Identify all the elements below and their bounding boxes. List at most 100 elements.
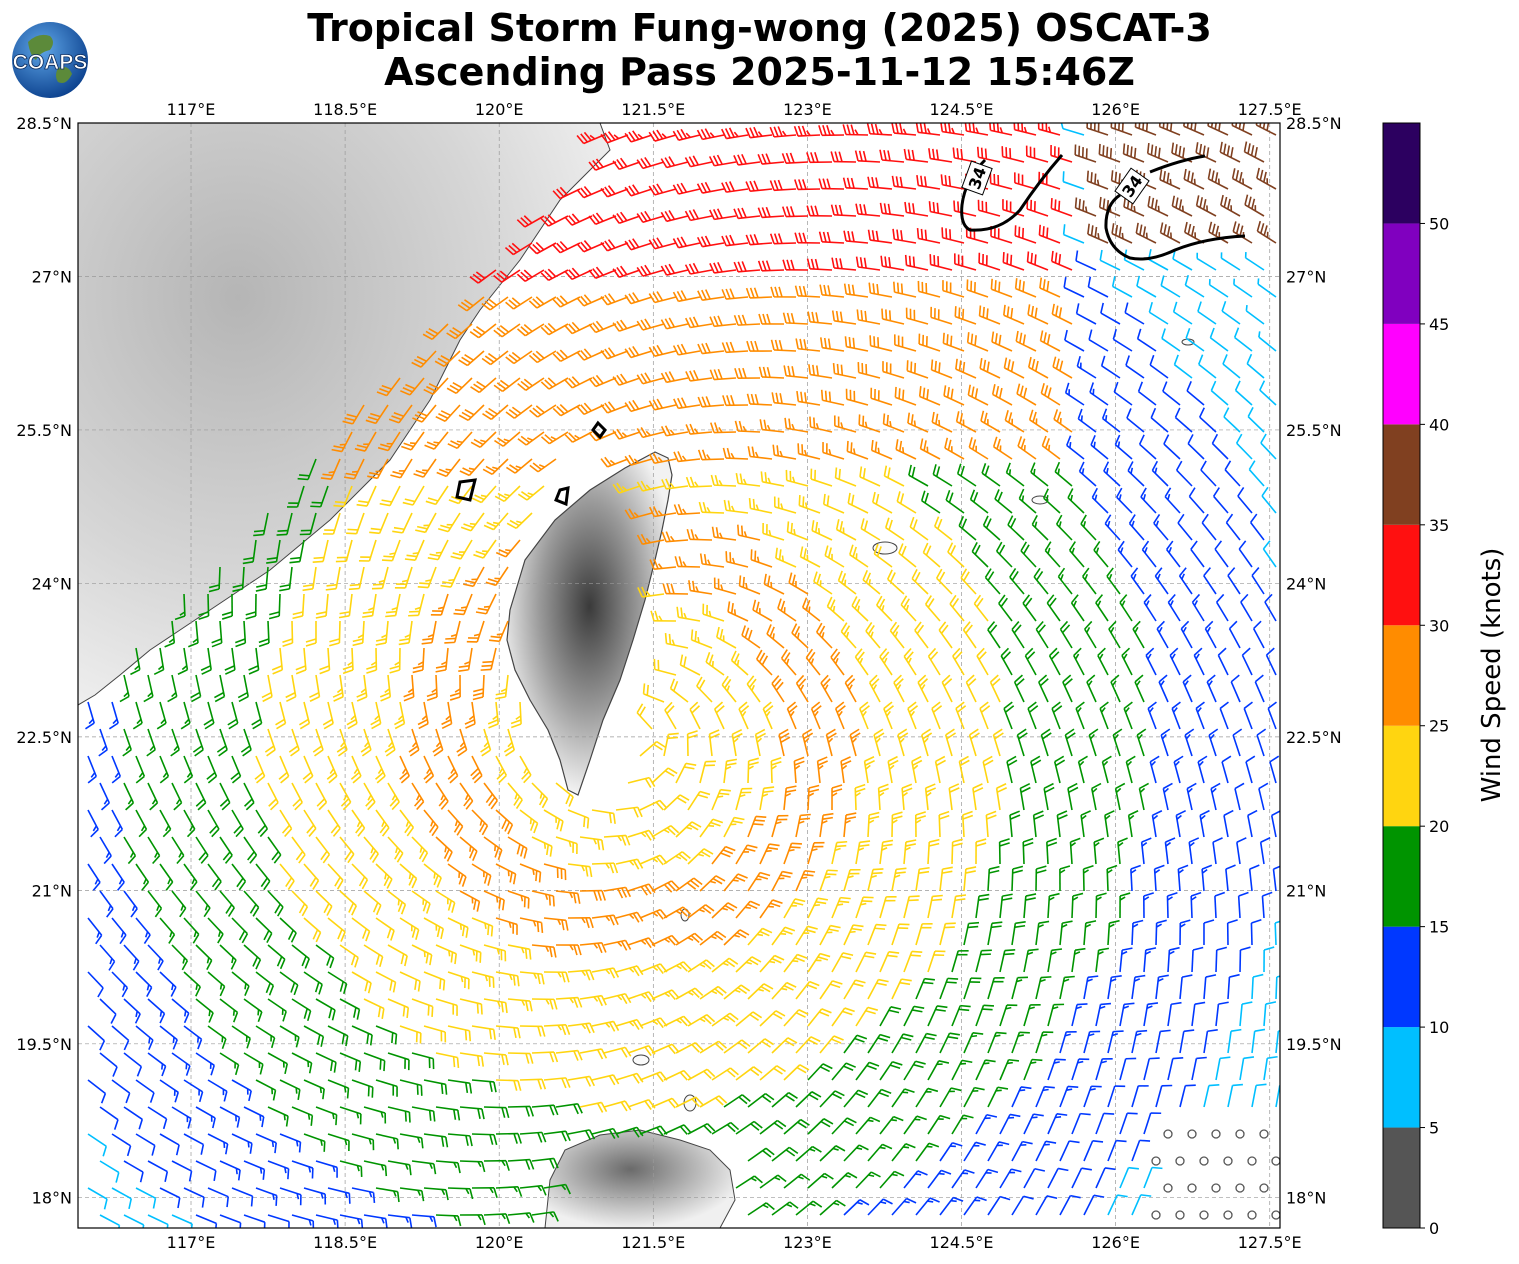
barb-feather [844, 579, 847, 586]
barb-feather [1112, 328, 1117, 340]
barb-feather [871, 176, 875, 188]
barb-feather [700, 236, 707, 247]
barb-feather [1166, 226, 1171, 237]
barb-feather [677, 397, 683, 409]
barb-feather [568, 269, 577, 279]
wind-barb [819, 337, 845, 352]
wind-barb [412, 404, 437, 423]
barb-feather [738, 420, 743, 432]
barb-feather [607, 401, 616, 411]
barb-feather [559, 349, 569, 359]
barb-feather [588, 269, 597, 279]
wind-barb [1256, 167, 1277, 190]
barb-feather [664, 264, 672, 275]
barb-feather [946, 334, 949, 345]
barb-feather [600, 295, 609, 306]
barb-feather [636, 374, 644, 385]
wind-barb [980, 410, 1001, 433]
barb-feather [697, 343, 703, 354]
barb-feather [758, 366, 763, 378]
barb-feather [940, 174, 944, 185]
barb-feather [660, 265, 668, 276]
barb-feather [632, 346, 640, 356]
wind-barb [745, 126, 773, 139]
barb-feather [628, 239, 636, 249]
barb-feather [1211, 433, 1219, 444]
barb-feather [1090, 172, 1093, 183]
barb-feather [472, 328, 483, 336]
barb-feather [811, 311, 815, 323]
barb-feather [1041, 435, 1047, 447]
barb-feather [794, 179, 799, 190]
barb-feather [883, 149, 887, 161]
barb-feather [777, 233, 783, 244]
barb-feather [729, 234, 735, 246]
barb-feather [886, 414, 889, 426]
barb-feather [1223, 196, 1228, 208]
wind-barb [990, 225, 1013, 244]
barb-feather [835, 310, 839, 322]
wind-barb [458, 350, 485, 367]
barb-feather [1090, 225, 1094, 236]
barb-feather [789, 152, 795, 164]
barb-feather [1154, 146, 1158, 157]
barb-feather [457, 304, 468, 312]
barb-feather [802, 232, 807, 244]
wind-barb [916, 175, 941, 190]
barb-feather [798, 495, 801, 506]
wind-barb [928, 148, 953, 163]
barb-feather [636, 320, 644, 331]
wind-barb [540, 268, 569, 282]
barb-feather [588, 432, 597, 442]
barb-feather [347, 528, 358, 531]
barb-feather [781, 206, 787, 217]
wind-barb [612, 428, 641, 440]
barb-staff [1101, 365, 1121, 379]
wind-barb [1245, 304, 1265, 325]
barb-feather [656, 129, 664, 140]
barb-feather [904, 254, 908, 266]
barb-feather [1118, 226, 1122, 238]
barb-feather [982, 306, 985, 318]
barb-feather [764, 472, 768, 483]
barb-feather [765, 260, 771, 271]
barb-feather [1039, 330, 1044, 341]
barb-feather [721, 235, 727, 246]
barb-feather [947, 123, 951, 133]
barb-feather [1247, 196, 1252, 208]
barb-feather [668, 263, 676, 274]
wind-barb [905, 307, 929, 325]
barb-feather [948, 175, 952, 187]
barb-feather [648, 185, 656, 196]
wind-barb [746, 340, 773, 352]
barb-feather [757, 131, 763, 137]
barb-feather [333, 445, 344, 449]
barb-feather [426, 385, 437, 392]
barb-feather [592, 376, 601, 386]
wind-barb [746, 393, 773, 406]
wind-barb [1040, 383, 1061, 406]
wind-barb [672, 343, 701, 356]
wind-barb [376, 377, 401, 397]
barb-feather [476, 380, 486, 388]
barb-feather [741, 153, 747, 165]
barb-feather [930, 359, 934, 370]
barb-feather [820, 389, 824, 401]
barb-feather [515, 465, 522, 469]
barb-feather [754, 819, 765, 822]
barb-feather [928, 201, 932, 212]
barb-feather [472, 273, 482, 282]
barb-feather [709, 316, 715, 327]
wind-barb [494, 431, 521, 447]
wind-barb [422, 323, 449, 341]
barb-feather [1059, 360, 1064, 372]
barb-feather [380, 443, 391, 448]
wind-barb [794, 285, 821, 298]
barb-feather [592, 159, 600, 170]
barb-feather [966, 332, 970, 343]
barb-feather [868, 579, 871, 586]
barb-feather [496, 272, 506, 281]
barb-feather [1003, 304, 1006, 316]
barb-feather [892, 228, 896, 240]
barb-feather [721, 289, 727, 300]
